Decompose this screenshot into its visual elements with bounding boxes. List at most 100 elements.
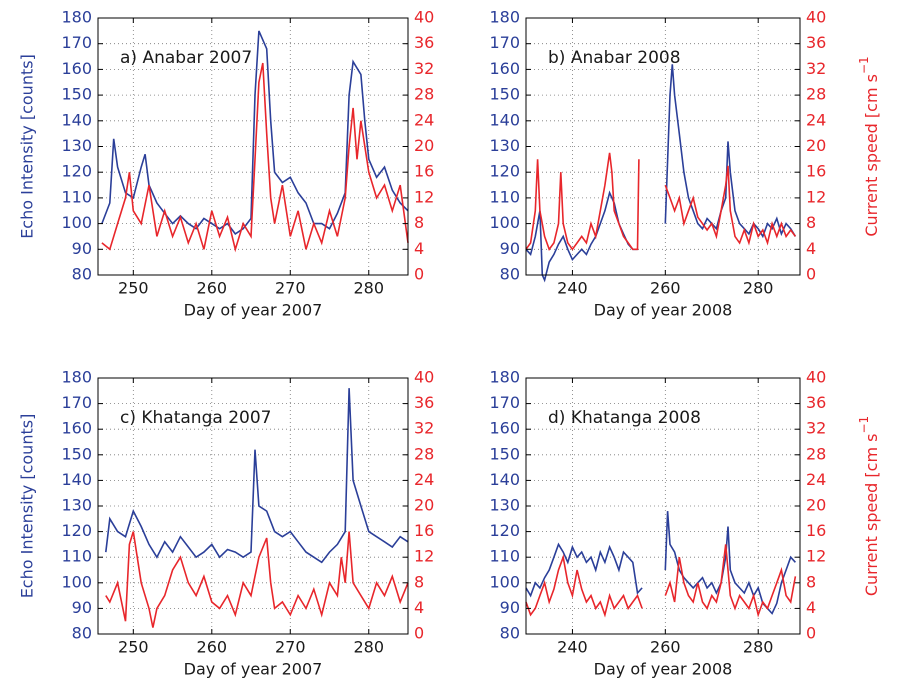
y2-tick-label: 16 <box>806 521 826 540</box>
y-axis-label: Echo Intensity [counts] <box>18 414 37 599</box>
y2-axis-label-text: Current speed [cm s <box>862 74 881 237</box>
y2-tick-label: 4 <box>414 598 424 617</box>
data-line <box>105 388 409 564</box>
x-tick-label: 260 <box>650 638 681 657</box>
y-tick-label: 80 <box>500 624 520 643</box>
y-axis-label: Echo Intensity [counts] <box>18 54 37 239</box>
y-tick-label: 130 <box>61 496 92 515</box>
data-line <box>105 531 409 628</box>
y2-tick-label: 12 <box>806 187 826 206</box>
y-tick-label: 80 <box>72 624 92 643</box>
y2-tick-label: 32 <box>806 59 826 78</box>
y2-tick-label: 32 <box>806 419 826 438</box>
x-tick-label: 260 <box>197 279 228 298</box>
y-tick-label: 90 <box>500 239 520 258</box>
x-tick-label: 250 <box>118 279 149 298</box>
y2-tick-label: 16 <box>414 162 434 181</box>
y-tick-label: 150 <box>489 85 520 104</box>
y2-tick-label: 8 <box>806 213 816 232</box>
y2-tick-label: 28 <box>806 85 826 104</box>
panel-title: c) Khatanga 2007 <box>120 408 271 428</box>
data-line <box>101 62 409 253</box>
y2-tick-label: 28 <box>414 85 434 104</box>
y2-tick-label: 0 <box>414 265 424 284</box>
x-axis-label: Day of year 2008 <box>594 301 733 320</box>
y-tick-label: 130 <box>61 136 92 155</box>
y2-axis-label: Current speed [cm s−1 <box>857 416 881 596</box>
y-tick-label: 140 <box>489 110 520 129</box>
y-tick-label: 130 <box>489 136 520 155</box>
y-tick-label: 90 <box>72 239 92 258</box>
y2-tick-label: 24 <box>414 470 434 489</box>
y2-tick-label: 8 <box>414 213 424 232</box>
y-tick-label: 180 <box>61 8 92 27</box>
x-tick-label: 240 <box>557 279 588 298</box>
y2-tick-label: 28 <box>414 444 434 463</box>
plot-area <box>98 17 409 276</box>
y2-tick-label: 32 <box>414 59 434 78</box>
x-tick-label: 270 <box>275 638 306 657</box>
panel-title: d) Khatanga 2008 <box>548 408 701 428</box>
y2-tick-label: 16 <box>414 521 434 540</box>
y2-tick-label: 4 <box>806 239 816 258</box>
y2-tick-label: 8 <box>806 572 816 591</box>
y2-tick-label: 36 <box>806 33 826 52</box>
y-tick-label: 150 <box>61 85 92 104</box>
y-tick-label: 160 <box>489 59 520 78</box>
y2-tick-label: 40 <box>806 8 826 27</box>
y-tick-label: 180 <box>61 368 92 387</box>
y-tick-label: 160 <box>61 419 92 438</box>
data-line <box>525 511 796 615</box>
x-tick-label: 260 <box>650 279 681 298</box>
y-tick-label: 140 <box>489 470 520 489</box>
y-tick-label: 110 <box>61 187 92 206</box>
plot-area <box>525 17 800 283</box>
x-axis-label: Day of year 2007 <box>184 660 323 679</box>
y-tick-label: 110 <box>489 547 520 566</box>
data-line <box>525 152 797 251</box>
y-tick-label: 80 <box>500 265 520 284</box>
y-tick-label: 170 <box>489 393 520 412</box>
y-tick-label: 90 <box>500 598 520 617</box>
y-tick-label: 90 <box>72 598 92 617</box>
y2-tick-label: 36 <box>414 393 434 412</box>
y2-tick-label: 20 <box>806 136 826 155</box>
y-tick-label: 140 <box>61 470 92 489</box>
y-tick-label: 170 <box>489 33 520 52</box>
y2-tick-label: 16 <box>806 162 826 181</box>
y-tick-label: 140 <box>61 110 92 129</box>
x-tick-label: 280 <box>353 279 384 298</box>
x-tick-label: 280 <box>743 638 774 657</box>
y2-tick-label: 12 <box>414 547 434 566</box>
y2-tick-label: 28 <box>806 444 826 463</box>
y2-tick-label: 36 <box>806 393 826 412</box>
y2-tick-label: 0 <box>414 624 424 643</box>
y2-axis-label: Current speed [cm s−1 <box>857 56 881 236</box>
y-tick-label: 100 <box>61 572 92 591</box>
y-tick-label: 130 <box>489 496 520 515</box>
y2-tick-label: 40 <box>414 368 434 387</box>
y2-tick-label: 40 <box>414 8 434 27</box>
plot-area <box>98 377 409 635</box>
x-tick-label: 280 <box>743 279 774 298</box>
y2-tick-label: 12 <box>806 547 826 566</box>
y-tick-label: 100 <box>61 213 92 232</box>
y-tick-label: 170 <box>61 393 92 412</box>
y-tick-label: 100 <box>489 213 520 232</box>
y-tick-label: 110 <box>489 187 520 206</box>
y-tick-label: 80 <box>72 265 92 284</box>
y2-tick-label: 24 <box>806 470 826 489</box>
y-tick-label: 120 <box>61 521 92 540</box>
y-tick-label: 150 <box>61 444 92 463</box>
y2-tick-label: 20 <box>414 496 434 515</box>
y2-axis-label-sup: −1 <box>857 56 871 74</box>
y-tick-label: 180 <box>489 368 520 387</box>
x-tick-label: 280 <box>353 638 384 657</box>
y2-tick-label: 36 <box>414 33 434 52</box>
y2-tick-label: 24 <box>414 110 434 129</box>
panel-title: b) Anabar 2008 <box>548 48 681 68</box>
y2-tick-label: 24 <box>806 110 826 129</box>
y2-tick-label: 40 <box>806 368 826 387</box>
